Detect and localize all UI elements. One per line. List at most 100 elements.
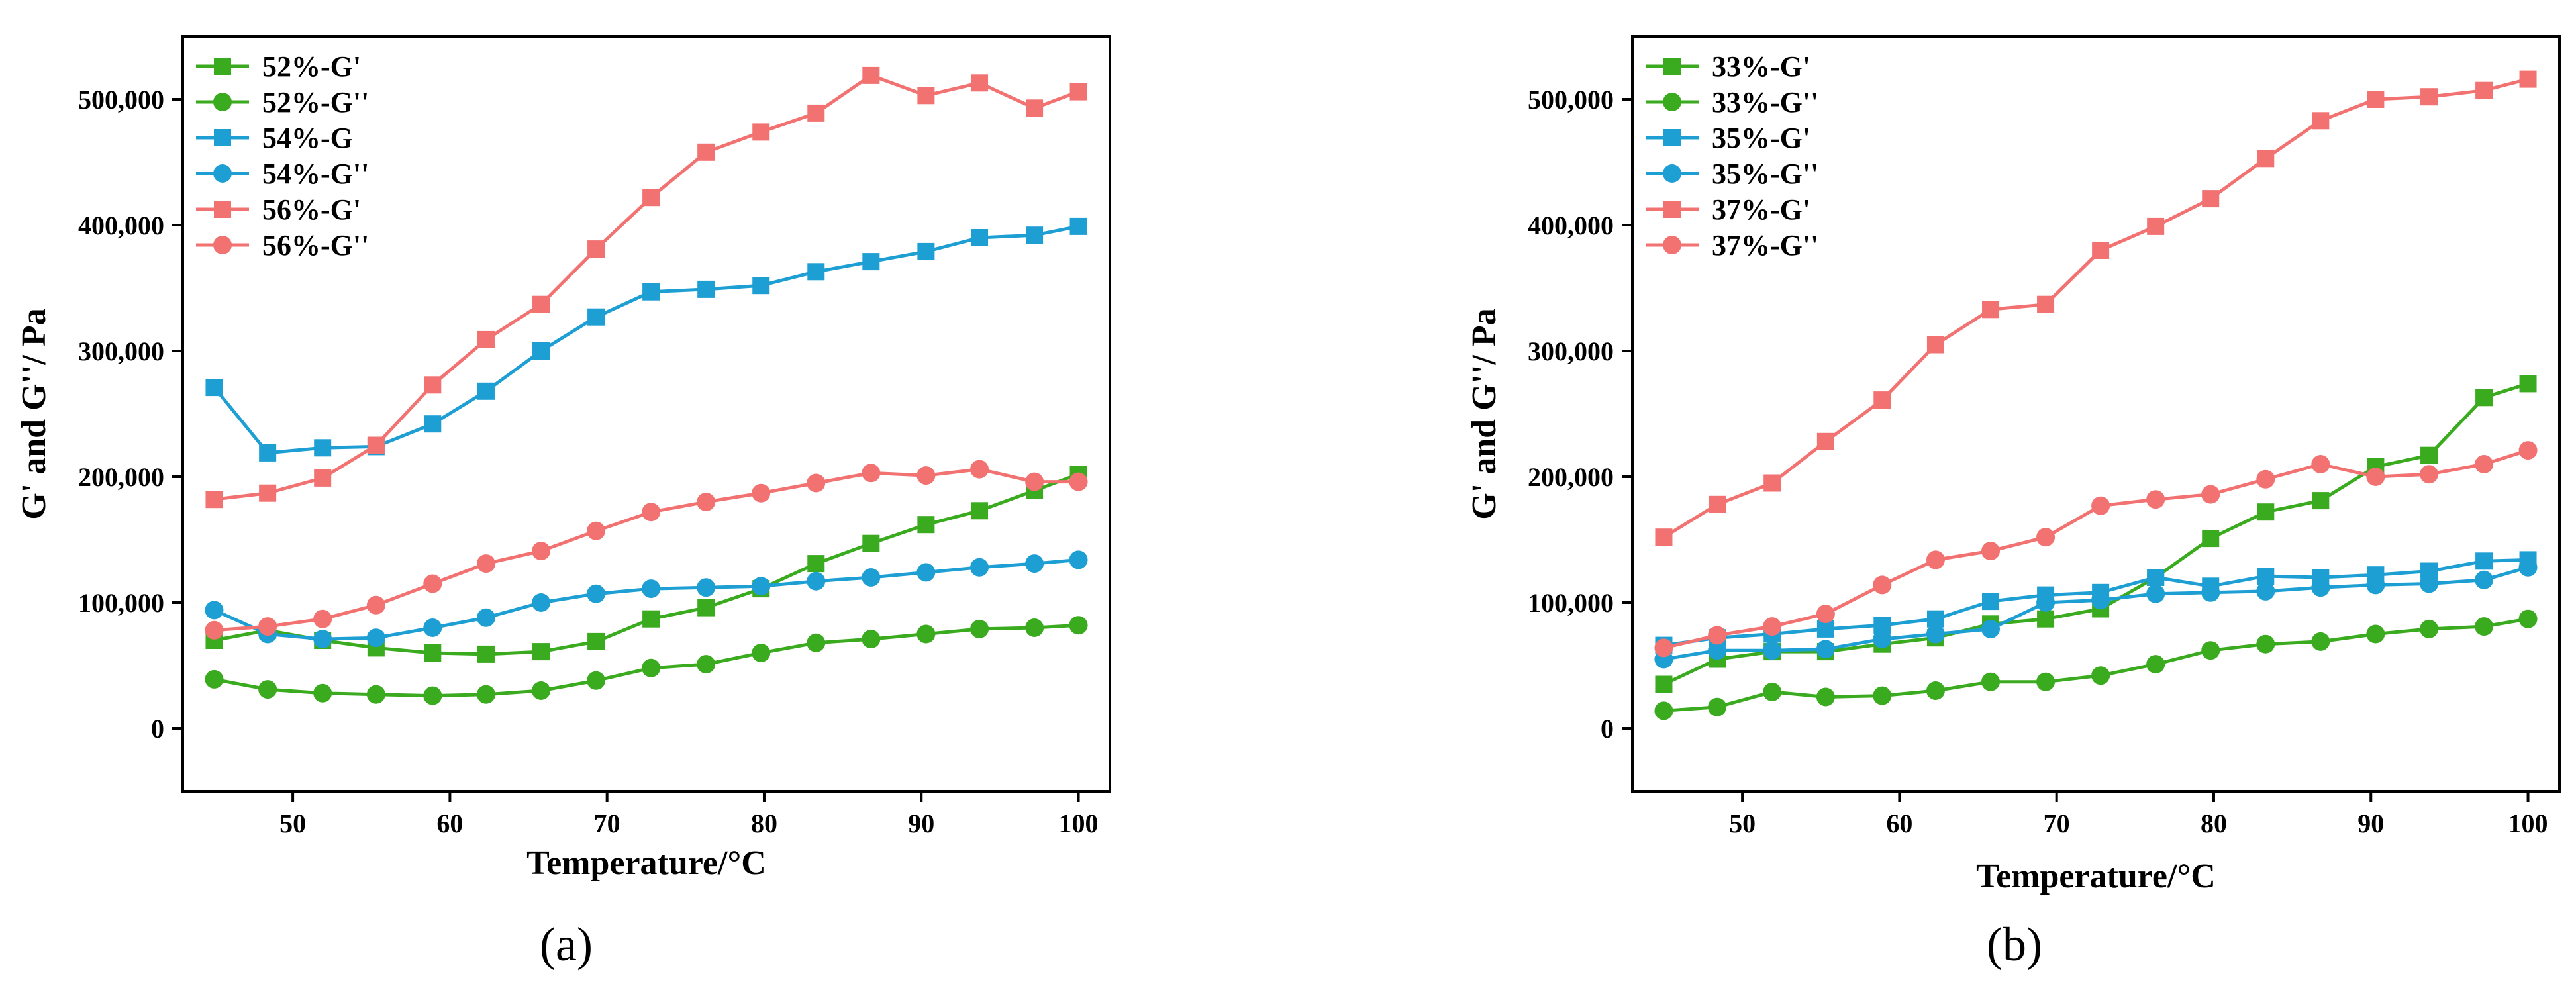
legend-label: 37%-G'' [1712, 229, 1818, 262]
data-point-circle [2420, 465, 2439, 484]
data-point-circle [752, 644, 771, 662]
data-point-circle [1025, 554, 1044, 573]
data-point-square [532, 342, 550, 360]
data-point-square [1069, 83, 1087, 101]
data-point-square [1709, 495, 1726, 513]
data-point-circle [807, 571, 826, 591]
data-point-circle [1069, 616, 1088, 635]
data-point-circle [2201, 485, 2220, 504]
data-point-square [1982, 593, 2000, 611]
data-point-square [2367, 91, 2385, 108]
data-point-square [807, 555, 825, 573]
data-point-circle [1763, 641, 1782, 660]
data-point-circle [1816, 687, 1835, 707]
data-point-circle [862, 568, 881, 587]
data-point-circle [1981, 672, 2001, 691]
data-point-square [2312, 112, 2330, 130]
data-point-circle [1926, 624, 1945, 644]
data-point-circle [476, 554, 495, 573]
legend-label: 52%-G'' [262, 86, 369, 119]
data-point-circle [1873, 630, 1892, 649]
data-point-square [314, 469, 332, 487]
series-33pct-g-storage [1655, 375, 2537, 693]
data-point-square [2257, 503, 2275, 521]
x-tick-label: 100 [1059, 809, 1099, 838]
legend-item: 56%-G' [196, 193, 361, 226]
data-point-square [1873, 391, 1891, 409]
data-point-circle [2475, 455, 2494, 473]
y-axis-title: G' and G''/ Pa [1465, 308, 1503, 519]
legend-marker-square [1663, 129, 1681, 146]
y-tick-label: 300,000 [1528, 336, 1614, 366]
data-point-square [2420, 446, 2438, 464]
data-point-circle [2256, 469, 2275, 489]
legend-item: 54%-G [196, 122, 353, 154]
data-point-square [367, 436, 385, 454]
data-point-square [862, 253, 880, 271]
legend-label: 56%-G' [262, 193, 361, 226]
data-point-circle [970, 619, 989, 638]
series-56pct-g-loss [205, 460, 1088, 640]
data-point-square [807, 104, 825, 122]
data-point-circle [2256, 581, 2275, 601]
data-point-circle [2091, 591, 2110, 610]
data-point-square [697, 599, 715, 617]
legend-label: 54%-G [262, 122, 353, 154]
data-point-square [1655, 675, 1673, 693]
data-point-circle [366, 595, 385, 615]
series-37pct-g-storage [1655, 70, 2537, 546]
legend-label: 52%-G' [262, 50, 361, 83]
y-tick-label: 0 [1601, 714, 1614, 744]
data-point-circle [752, 577, 771, 596]
x-tick-label: 70 [594, 809, 620, 838]
data-point-circle [1763, 617, 1782, 636]
data-point-circle [697, 655, 716, 674]
data-point-square [2037, 295, 2055, 313]
data-point-circle [366, 685, 385, 704]
data-point-circle [1654, 701, 1673, 720]
data-point-circle [862, 630, 881, 649]
x-tick-label: 70 [2044, 809, 2070, 838]
series-52pct-g-loss [205, 616, 1088, 705]
data-point-circle [313, 683, 332, 703]
data-point-square [2519, 375, 2537, 393]
data-point-square [2519, 70, 2537, 88]
data-point-circle [1708, 641, 1727, 660]
x-tick-label: 90 [2357, 809, 2384, 838]
y-tick-label: 300,000 [78, 336, 164, 366]
data-point-square [587, 308, 605, 326]
legend-marker-circle [213, 236, 232, 254]
data-point-circle [587, 671, 606, 690]
legend-marker-circle [1663, 93, 1681, 111]
data-point-circle [697, 578, 716, 597]
data-point-circle [970, 460, 989, 479]
data-point-square [1026, 99, 1044, 117]
legend-marker-square [214, 201, 231, 218]
data-point-square [2420, 88, 2438, 106]
data-point-square [862, 534, 880, 552]
data-point-circle [366, 628, 385, 648]
data-point-square [642, 189, 660, 207]
y-tick-label: 200,000 [1528, 462, 1614, 492]
data-point-square [917, 87, 935, 105]
data-point-circle [205, 620, 224, 640]
legend-item: 37%-G' [1646, 193, 1810, 226]
data-point-square [697, 280, 715, 298]
legend: 52%-G'52%-G''54%-G 54%-G''56%-G'56%-G'' [196, 50, 369, 262]
y-tick-label: 500,000 [1528, 85, 1614, 115]
data-point-circle [423, 618, 442, 637]
data-point-circle [2146, 584, 2165, 603]
data-point-square [642, 283, 660, 301]
data-point-square [314, 439, 332, 457]
data-point-circle [2146, 655, 2165, 674]
data-point-circle [2475, 617, 2494, 636]
legend-item: 37%-G'' [1646, 229, 1818, 262]
data-point-circle [2366, 624, 2385, 644]
y-tick-label: 0 [151, 714, 164, 744]
legend-item: 52%-G' [196, 50, 361, 83]
data-point-circle [916, 624, 936, 644]
data-point-circle [258, 680, 277, 699]
y-tick-label: 500,000 [78, 85, 164, 115]
data-point-square [259, 484, 277, 502]
chart-panel-a: 50 60 70 80 90 100 0 100,000 200,000 300,000 400,0… [15, 35, 1111, 971]
